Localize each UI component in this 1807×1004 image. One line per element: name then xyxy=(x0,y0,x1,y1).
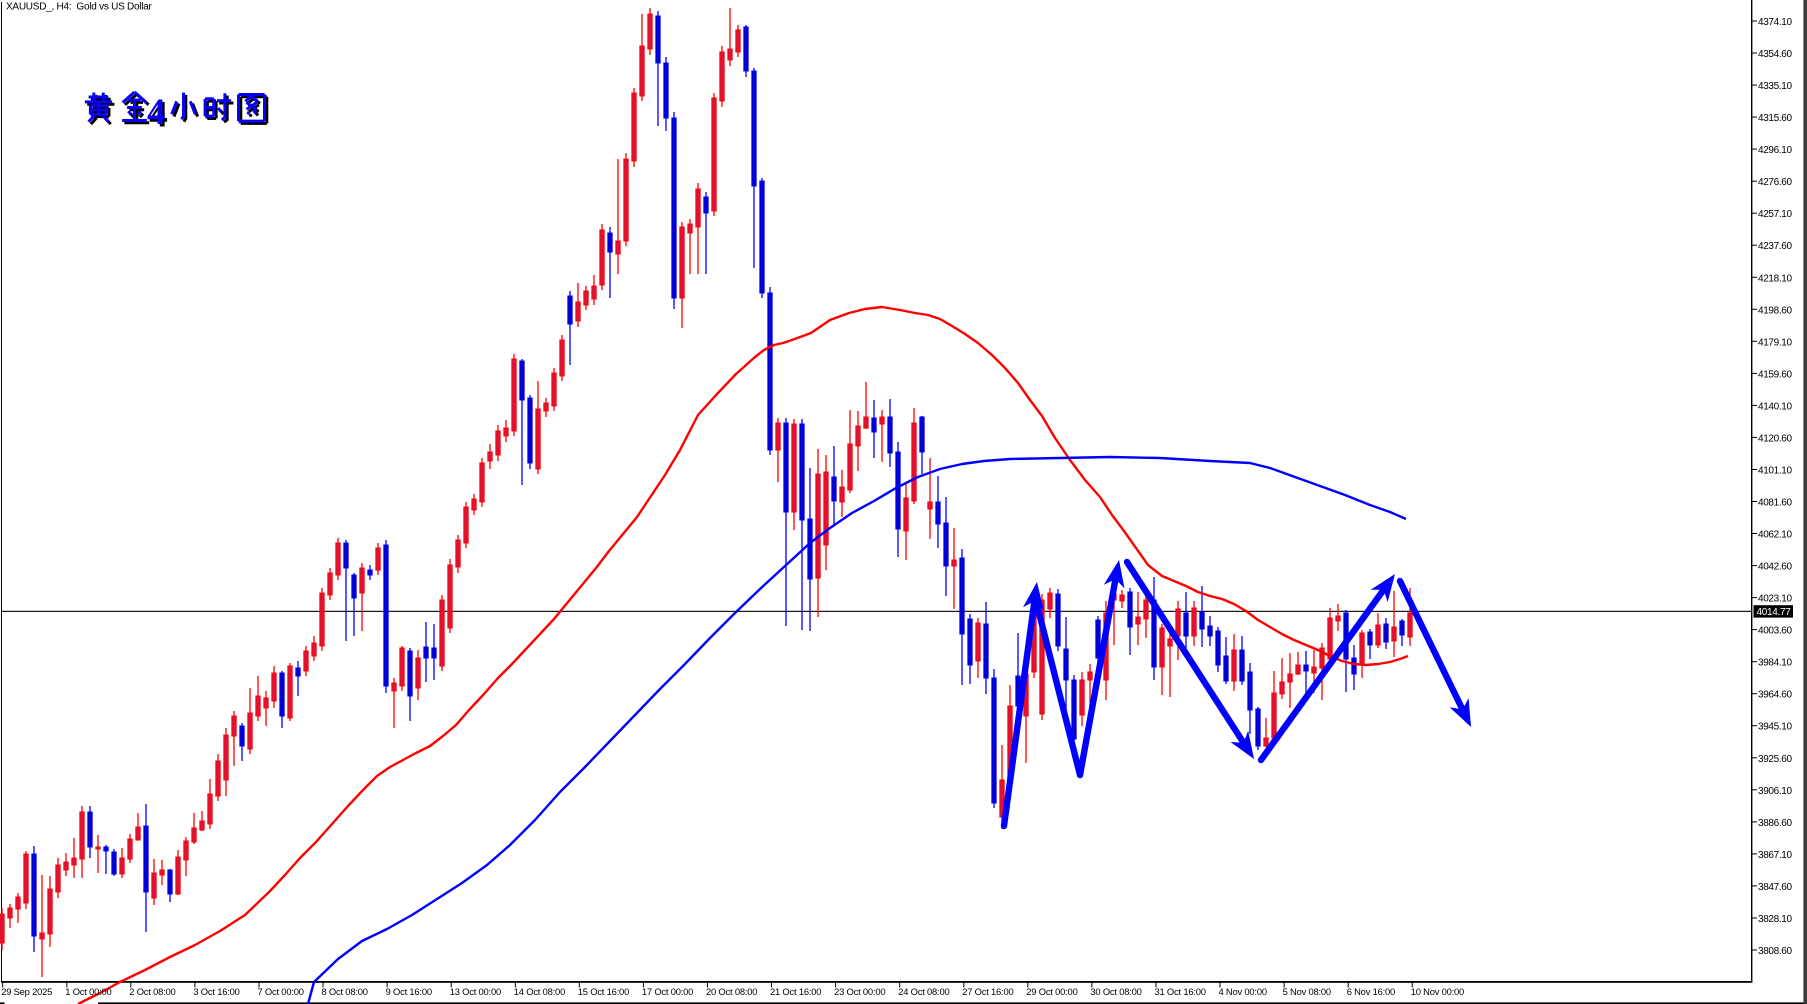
svg-text:31 Oct 16:00: 31 Oct 16:00 xyxy=(1155,986,1206,997)
svg-text:8 Oct 08:00: 8 Oct 08:00 xyxy=(322,986,368,997)
svg-text:1 Oct 00:00: 1 Oct 00:00 xyxy=(65,986,111,997)
svg-text:23 Oct 00:00: 23 Oct 00:00 xyxy=(834,986,885,997)
svg-text:4354.60: 4354.60 xyxy=(1758,49,1792,60)
svg-text:6 Nov 16:00: 6 Nov 16:00 xyxy=(1347,986,1395,997)
svg-text:4237.60: 4237.60 xyxy=(1758,241,1792,252)
svg-text:2 Oct 08:00: 2 Oct 08:00 xyxy=(129,986,175,997)
svg-text:4081.60: 4081.60 xyxy=(1758,498,1792,509)
svg-text:5 Nov 08:00: 5 Nov 08:00 xyxy=(1283,986,1331,997)
svg-text:4335.10: 4335.10 xyxy=(1758,81,1792,92)
svg-text:15 Oct 16:00: 15 Oct 16:00 xyxy=(578,986,629,997)
svg-text:4: 4 xyxy=(149,94,168,135)
svg-text:21 Oct 16:00: 21 Oct 16:00 xyxy=(770,986,821,997)
svg-text:XAUUSD_, H4: Gold vs US Dolla: XAUUSD_, H4: Gold vs US Dollar xyxy=(6,2,153,13)
svg-text:14 Oct 08:00: 14 Oct 08:00 xyxy=(514,986,565,997)
svg-text:3808.60: 3808.60 xyxy=(1758,946,1792,957)
svg-text:4218.10: 4218.10 xyxy=(1758,273,1792,284)
svg-text:4276.60: 4276.60 xyxy=(1758,177,1792,188)
svg-text:3945.10: 3945.10 xyxy=(1758,722,1792,733)
svg-text:7 Oct 00:00: 7 Oct 00:00 xyxy=(258,986,304,997)
svg-text:24 Oct 08:00: 24 Oct 08:00 xyxy=(898,986,949,997)
svg-text:4159.60: 4159.60 xyxy=(1758,369,1792,380)
svg-text:4296.10: 4296.10 xyxy=(1758,145,1792,156)
svg-text:4 Nov 00:00: 4 Nov 00:00 xyxy=(1219,986,1267,997)
svg-text:29 Oct 00:00: 29 Oct 00:00 xyxy=(1026,986,1077,997)
svg-text:3867.10: 3867.10 xyxy=(1758,850,1792,861)
svg-text:4101.10: 4101.10 xyxy=(1758,466,1792,477)
svg-text:9 Oct 16:00: 9 Oct 16:00 xyxy=(386,986,432,997)
svg-text:3 Oct 16:00: 3 Oct 16:00 xyxy=(193,986,239,997)
svg-text:29 Sep 2025: 29 Sep 2025 xyxy=(1,986,52,997)
svg-text:4140.10: 4140.10 xyxy=(1758,401,1792,412)
svg-text:27 Oct 16:00: 27 Oct 16:00 xyxy=(962,986,1013,997)
svg-text:4179.10: 4179.10 xyxy=(1758,337,1792,348)
svg-text:3828.10: 3828.10 xyxy=(1758,914,1792,925)
svg-text:4003.60: 4003.60 xyxy=(1758,626,1792,637)
svg-text:4374.10: 4374.10 xyxy=(1758,17,1792,28)
svg-text:3964.60: 3964.60 xyxy=(1758,690,1792,701)
svg-text:4014.77: 4014.77 xyxy=(1757,607,1792,618)
svg-text:30 Oct 08:00: 30 Oct 08:00 xyxy=(1090,986,1141,997)
svg-text:4: 4 xyxy=(147,92,166,133)
svg-text:4120.60: 4120.60 xyxy=(1758,433,1792,444)
svg-text:4023.10: 4023.10 xyxy=(1758,594,1792,605)
svg-text:4198.60: 4198.60 xyxy=(1758,305,1792,316)
svg-text:4062.10: 4062.10 xyxy=(1758,530,1792,541)
svg-text:17 Oct 00:00: 17 Oct 00:00 xyxy=(642,986,693,997)
svg-text:3886.60: 3886.60 xyxy=(1758,818,1792,829)
svg-text:3925.60: 3925.60 xyxy=(1758,754,1792,765)
svg-text:20 Oct 08:00: 20 Oct 08:00 xyxy=(706,986,757,997)
svg-text:10 Nov 00:00: 10 Nov 00:00 xyxy=(1411,986,1464,997)
svg-text:4315.60: 4315.60 xyxy=(1758,113,1792,124)
svg-text:3906.10: 3906.10 xyxy=(1758,786,1792,797)
svg-text:13 Oct 00:00: 13 Oct 00:00 xyxy=(450,986,501,997)
svg-text:3847.60: 3847.60 xyxy=(1758,882,1792,893)
svg-text:4257.10: 4257.10 xyxy=(1758,209,1792,220)
svg-text:3984.10: 3984.10 xyxy=(1758,658,1792,669)
svg-text:4042.60: 4042.60 xyxy=(1758,562,1792,573)
